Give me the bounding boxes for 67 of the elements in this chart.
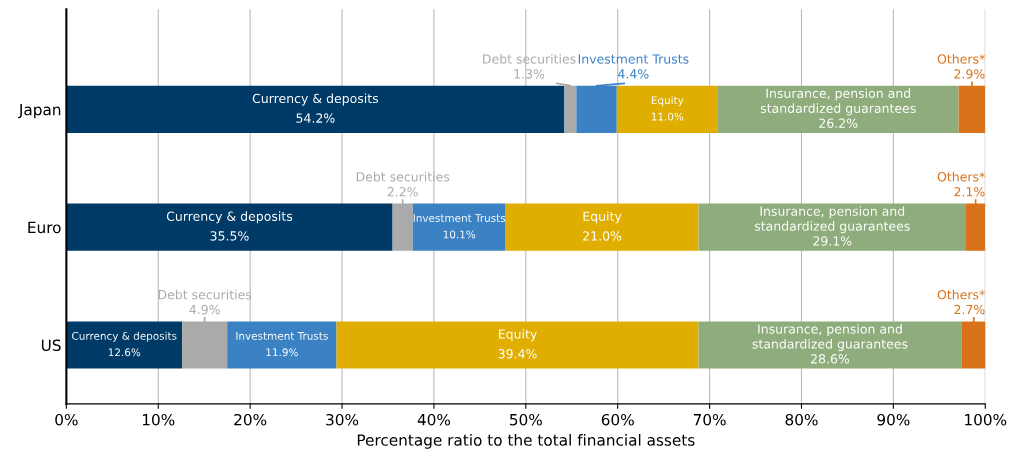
- text: Investment Trusts: [236, 332, 328, 340]
- data-label: 2.9%: [954, 69, 985, 79]
- data-label: 39.4%: [498, 349, 537, 359]
- bar: [392, 203, 413, 251]
- bar: [336, 321, 699, 369]
- bar: [66, 321, 183, 369]
- text: Currency & deposits: [252, 93, 379, 106]
- data-label: 11.9%: [266, 348, 298, 357]
- data-label: 1.3%: [514, 69, 545, 79]
- data-label: 29.1%: [813, 236, 852, 246]
- data-label: 26.2%: [819, 118, 858, 128]
- data-label: 2.7%: [954, 304, 985, 315]
- data-label: 12.6%: [108, 348, 141, 357]
- bar: [66, 85, 565, 133]
- x-tick-label: 30%: [326, 413, 359, 426]
- y-tick-label: US: [41, 339, 61, 352]
- data-label: 35.5%: [210, 231, 249, 241]
- bar: [965, 203, 986, 251]
- data-label: 2.2%: [387, 187, 418, 197]
- x-tick-label: 90%: [877, 413, 910, 426]
- data-label: 11.0%: [651, 112, 684, 121]
- text: Insurance, pension and standardized guarantees: [752, 324, 908, 352]
- bar: [412, 203, 506, 251]
- bar: [66, 203, 393, 251]
- text: Others*: [937, 54, 985, 64]
- x-tick-label: 100%: [965, 413, 1007, 426]
- data-label: 21.0%: [583, 231, 622, 241]
- series-label: Insurance, pension and standardized guarantees: [754, 206, 910, 234]
- series-label: Equity: [583, 211, 622, 224]
- data-label: 2.1%: [954, 187, 985, 197]
- data-label: 4.9%: [189, 304, 220, 315]
- bar: [616, 85, 718, 133]
- text: Others*: [937, 289, 985, 300]
- x-tick-label: 60%: [601, 413, 634, 426]
- x-tick-label: 0%: [55, 413, 78, 426]
- text: Debt securities: [356, 171, 450, 182]
- x-tick-label: 70%: [693, 413, 726, 426]
- x-tick-label: 50%: [510, 413, 542, 426]
- bar: [182, 321, 228, 369]
- series-label: Others*: [937, 171, 985, 182]
- text: Investment Trusts: [578, 54, 689, 64]
- data-label: 4.4%: [618, 69, 649, 79]
- data-label: 28.6%: [811, 354, 850, 364]
- series-label: Currency & deposits: [72, 331, 177, 342]
- x-tick-label: 10%: [142, 413, 175, 426]
- text: Debt securities: [158, 289, 252, 300]
- series-label: Debt securities: [483, 54, 576, 64]
- bar: [961, 321, 986, 369]
- x-tick-label: 20%: [234, 413, 267, 426]
- y-tick-label: Euro: [28, 221, 61, 234]
- text: Insurance, pension and standardized guarantees: [760, 88, 916, 116]
- text: Equity: [651, 96, 684, 107]
- x-tick-label: 80%: [785, 413, 818, 426]
- bar: [698, 203, 966, 251]
- bar: [698, 321, 962, 369]
- bar: [505, 203, 699, 251]
- bar: [227, 321, 337, 369]
- x-tick-label: 40%: [417, 413, 451, 426]
- data-label: 54.2%: [296, 113, 335, 123]
- x-axis-title: Percentage ratio to the total financial assets: [357, 433, 695, 449]
- bar: [958, 85, 986, 133]
- data-label: 10.1%: [443, 230, 476, 239]
- bar: [717, 85, 959, 133]
- text: Currency & deposits: [166, 211, 293, 224]
- text: Equity: [499, 329, 537, 342]
- series-label: Investment Trusts: [413, 214, 506, 222]
- y-tick-label: Japan: [18, 104, 61, 119]
